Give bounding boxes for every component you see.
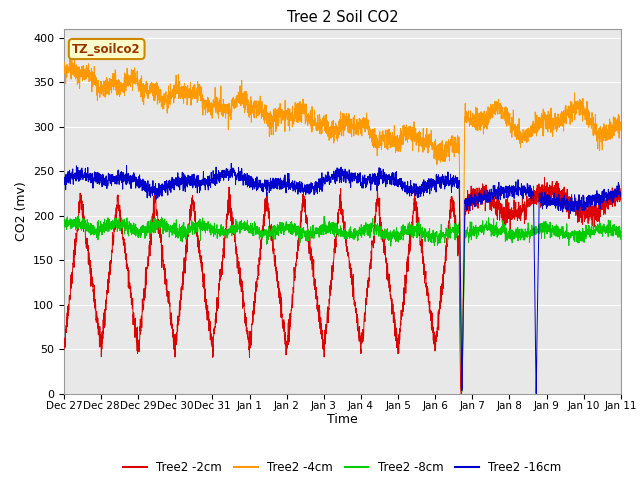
Title: Tree 2 Soil CO2: Tree 2 Soil CO2 (287, 10, 398, 25)
Y-axis label: CO2 (mv): CO2 (mv) (15, 181, 28, 241)
X-axis label: Time: Time (327, 413, 358, 426)
Legend: Tree2 -2cm, Tree2 -4cm, Tree2 -8cm, Tree2 -16cm: Tree2 -2cm, Tree2 -4cm, Tree2 -8cm, Tree… (118, 456, 566, 479)
Text: TZ_soilco2: TZ_soilco2 (72, 43, 141, 56)
